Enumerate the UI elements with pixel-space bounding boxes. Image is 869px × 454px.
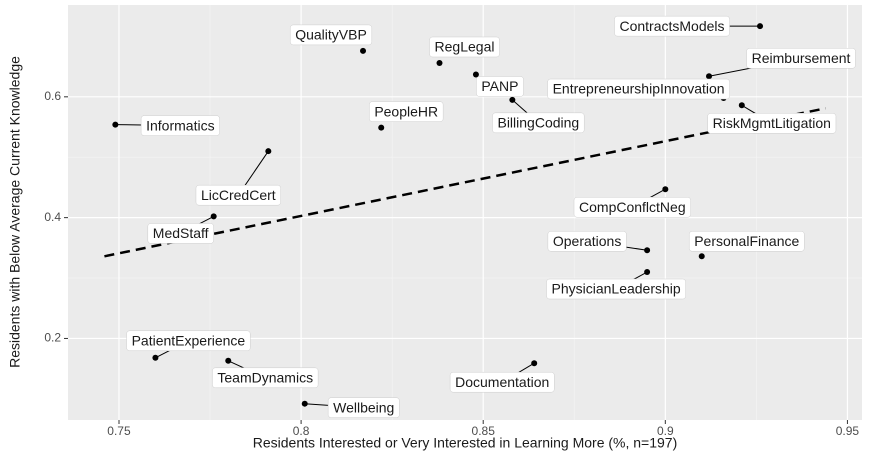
point-label-box — [449, 371, 555, 393]
point-label: PANP — [476, 76, 524, 97]
point-label: TeamDynamics — [212, 367, 319, 389]
point-label-box — [429, 36, 500, 58]
point — [662, 186, 669, 193]
point-label: Documentation — [449, 371, 555, 393]
point-label: ContractsModels — [614, 15, 730, 37]
point — [265, 148, 272, 155]
y-axis-title: Residents with Below Average Current Kno… — [7, 56, 23, 368]
point-label-text: Informatics — [146, 117, 214, 133]
point-label-text: PhysicianLeadership — [552, 281, 681, 297]
point — [531, 360, 538, 367]
point — [112, 121, 119, 128]
trend-line — [104, 107, 826, 258]
point-label-text: PANP — [481, 78, 518, 94]
point-label: BillingCoding — [492, 112, 585, 134]
point — [360, 47, 367, 54]
point-label-text: Reimbursement — [752, 50, 851, 66]
point-label: LicCredCert — [195, 184, 281, 206]
point-label: EntrepreneurshipInnovation — [547, 78, 730, 100]
point — [472, 71, 479, 78]
point-label-box — [140, 115, 220, 136]
point-label: RegLegal — [429, 36, 500, 58]
point-label-text: Wellbeing — [333, 399, 394, 415]
point-label-text: Operations — [553, 233, 621, 249]
x-tick-label: 0.85 — [472, 424, 496, 438]
point — [210, 213, 217, 220]
point-label-text: TeamDynamics — [217, 370, 313, 386]
point-label-box — [573, 196, 691, 218]
point — [509, 96, 516, 103]
y-tick-label: 0.4 — [44, 210, 61, 224]
x-tick-label: 0.75 — [107, 424, 131, 438]
point-label: PeopleHR — [369, 101, 444, 122]
point-label-box — [688, 231, 805, 252]
point — [301, 400, 308, 407]
point-label: PhysicianLeadership — [546, 278, 686, 300]
point-label-box — [707, 113, 837, 134]
point-label-box — [369, 101, 444, 122]
point — [378, 124, 385, 131]
point-label: PatientExperience — [126, 330, 251, 352]
point — [706, 73, 713, 80]
point-label-text: RiskMgmtLitigation — [713, 115, 831, 131]
point-label-box — [492, 112, 585, 134]
x-tick-label: 0.95 — [836, 424, 860, 438]
point-label: PersonalFinance — [688, 231, 805, 252]
point-label-text: BillingCoding — [497, 115, 579, 131]
point-label-text: PeopleHR — [374, 103, 438, 119]
point-label: MedStaff — [147, 223, 214, 244]
y-tick-label: 0.6 — [44, 89, 61, 103]
point-label: QualityVBP — [289, 24, 373, 46]
point-label: CompConflctNeg — [573, 196, 691, 218]
point — [644, 247, 651, 254]
point — [644, 269, 651, 276]
point-label: Informatics — [140, 115, 220, 136]
y-tick-label: 0.2 — [44, 331, 61, 345]
point-label-text: LicCredCert — [201, 187, 276, 203]
point-label-text: ContractsModels — [619, 18, 724, 34]
point — [698, 253, 705, 260]
point-label-box — [126, 330, 251, 352]
point-label: Wellbeing — [327, 397, 400, 418]
point-label-text: MedStaff — [153, 225, 209, 241]
point-label-box — [547, 231, 627, 252]
point-label-text: EntrepreneurshipInnovation — [553, 81, 725, 97]
point — [757, 23, 764, 30]
point-label-box — [289, 24, 373, 46]
point — [225, 357, 232, 364]
point-label: RiskMgmtLitigation — [707, 113, 837, 134]
point-label-text: PersonalFinance — [694, 233, 799, 249]
point-label-text: PatientExperience — [132, 332, 246, 348]
point — [738, 102, 745, 109]
point-label-box — [546, 278, 686, 300]
panel — [68, 5, 862, 420]
point-label-box — [746, 48, 856, 69]
point-label-text: Documentation — [455, 374, 549, 390]
x-axis-title: Residents Interested or Very Interested … — [253, 435, 678, 451]
point-label-box — [547, 78, 730, 100]
point-label-text: CompConflctNeg — [579, 199, 686, 215]
point-label: Reimbursement — [746, 48, 856, 69]
x-tick-label: 0.9 — [657, 424, 674, 438]
point-label-text: RegLegal — [435, 39, 495, 55]
point-label: Operations — [547, 231, 627, 252]
point-label-box — [327, 397, 400, 418]
point-label-box — [476, 76, 524, 97]
point-label-box — [147, 223, 214, 244]
point-label-box — [195, 184, 281, 206]
point-label-text: QualityVBP — [295, 27, 367, 43]
point — [152, 354, 159, 361]
x-tick-label: 0.8 — [293, 424, 310, 438]
point — [436, 59, 443, 66]
labels: ContractsModels QualityVBP RegLegal PANP Bil… — [126, 15, 856, 418]
point-label-box — [614, 15, 730, 37]
point-label-box — [212, 367, 319, 389]
